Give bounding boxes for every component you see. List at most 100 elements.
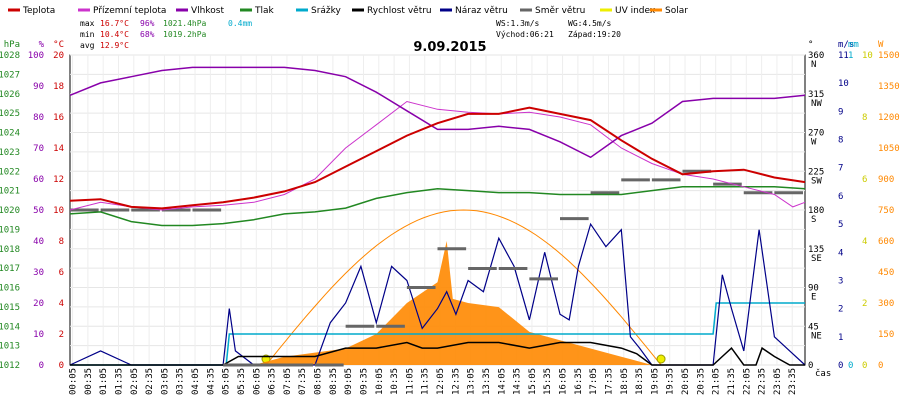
x-tick-17: 08:35 xyxy=(329,368,339,395)
dir-label-3: SW xyxy=(811,176,822,186)
left-tick-0-0: 1028 xyxy=(0,51,20,61)
x-tick-33: 16:35 xyxy=(574,368,584,395)
left-tick-1-1: 90 xyxy=(33,82,44,92)
x-axis-label: čas xyxy=(815,368,831,379)
right-axis-unit-1: m/s xyxy=(838,40,854,50)
x-tick-24: 12:05 xyxy=(436,368,446,395)
x-tick-36: 18:05 xyxy=(620,368,630,395)
legend-label-4: Srážky xyxy=(311,6,342,16)
min-hum: 68% xyxy=(140,30,155,39)
x-tick-35: 17:35 xyxy=(604,368,614,395)
legend-label-3: Tlak xyxy=(254,6,275,16)
dir-label-5: SE xyxy=(811,254,822,264)
legend-label-8: UV index xyxy=(615,6,656,16)
wg-value: WG:4.5m/s xyxy=(568,19,612,28)
left-tick-0-4: 1024 xyxy=(0,129,20,139)
x-tick-47: 23:35 xyxy=(788,368,798,395)
left-tick-0-15: 1013 xyxy=(0,342,20,352)
left-tick-0-13: 1015 xyxy=(0,303,20,313)
chart-title: 9.09.2015 xyxy=(413,40,486,55)
series-humidity xyxy=(69,66,806,159)
right-tick-1-0: 11 xyxy=(838,51,849,61)
stats: max 16.7°C 96% 1021.4hPa 0.4mm min 10.4°… xyxy=(80,19,621,50)
right-tick-1-4: 7 xyxy=(838,164,843,174)
legend-label-0: Teplota xyxy=(22,6,55,16)
x-tick-40: 20:05 xyxy=(681,368,691,395)
right-tick-4-7: 450 xyxy=(878,268,894,278)
x-tick-32: 16:05 xyxy=(559,368,569,395)
right-tick-4-8: 300 xyxy=(878,299,894,309)
left-tick-0-11: 1017 xyxy=(0,264,20,274)
right-tick-1-10: 1 xyxy=(838,333,843,343)
x-tick-14: 07:05 xyxy=(283,368,293,395)
x-tick-0: 00:05 xyxy=(69,368,79,395)
left-tick-0-16: 1012 xyxy=(0,361,20,371)
x-tick-18: 09:05 xyxy=(344,368,354,395)
right-tick-4-2: 1200 xyxy=(878,113,900,123)
max-press: 1021.4hPa xyxy=(163,19,207,28)
x-tick-21: 10:35 xyxy=(390,368,400,395)
legend-label-5: Rychlost větru xyxy=(367,6,432,16)
x-tick-1: 00:35 xyxy=(84,368,94,395)
right-tick-3-0: 10 xyxy=(862,51,873,61)
right-tick-1-9: 2 xyxy=(838,305,843,315)
avg-label: avg xyxy=(80,41,95,50)
dir-label-0: N xyxy=(811,60,816,70)
right-tick-1-2: 9 xyxy=(838,107,843,117)
right-tick-3-4: 2 xyxy=(862,299,867,309)
x-tick-27: 13:35 xyxy=(482,368,492,395)
left-axis-unit-2: °C xyxy=(53,40,64,50)
x-tick-7: 03:35 xyxy=(176,368,186,395)
right-tick-0-5: 135 xyxy=(808,245,824,255)
dir-label-4: S xyxy=(811,215,816,225)
right-tick-2-0: 1 xyxy=(848,51,853,61)
right-tick-0-2: 270 xyxy=(808,129,824,139)
left-tick-1-10: 0 xyxy=(39,361,44,371)
x-tick-43: 21:35 xyxy=(727,368,737,395)
axes: hPa1028102710261025102410231022102110201… xyxy=(0,40,900,395)
left-tick-0-12: 1016 xyxy=(0,284,20,294)
dir-label-2: W xyxy=(811,138,817,148)
left-tick-1-6: 40 xyxy=(33,237,44,247)
left-tick-0-14: 1014 xyxy=(0,322,20,332)
x-tick-25: 12:35 xyxy=(451,368,461,395)
legend-label-9: Solar xyxy=(665,6,688,16)
x-tick-5: 02:35 xyxy=(145,368,155,395)
left-tick-2-1: 18 xyxy=(53,82,64,92)
left-tick-1-3: 70 xyxy=(33,144,44,154)
max-rain: 0.4mm xyxy=(228,19,252,28)
right-tick-3-1: 8 xyxy=(862,113,867,123)
series-wind-speed xyxy=(70,341,805,366)
dir-label-6: E xyxy=(811,293,816,303)
x-tick-44: 22:05 xyxy=(742,368,752,395)
x-tick-8: 04:05 xyxy=(191,368,201,395)
right-tick-1-11: 0 xyxy=(838,361,843,371)
right-tick-1-1: 10 xyxy=(838,79,849,89)
right-tick-1-8: 3 xyxy=(838,276,843,286)
x-tick-26: 13:05 xyxy=(467,368,477,395)
right-tick-3-2: 6 xyxy=(862,175,867,185)
left-tick-2-5: 10 xyxy=(53,206,64,216)
x-tick-19: 09:35 xyxy=(359,368,369,395)
left-tick-2-3: 14 xyxy=(53,144,64,154)
x-tick-46: 23:05 xyxy=(773,368,783,395)
x-tick-15: 07:35 xyxy=(298,368,308,395)
left-tick-1-8: 20 xyxy=(33,299,44,309)
left-tick-0-2: 1026 xyxy=(0,90,20,100)
sunrise: Východ:06:21 xyxy=(496,30,554,39)
left-tick-0-6: 1022 xyxy=(0,167,20,177)
right-tick-3-5: 0 xyxy=(862,361,867,371)
x-tick-23: 11:35 xyxy=(421,368,431,395)
series-temperature xyxy=(69,106,806,210)
min-temp: 10.4°C xyxy=(100,30,129,39)
x-tick-28: 14:05 xyxy=(497,368,507,395)
right-axis-unit-4: W xyxy=(878,40,884,50)
max-temp: 16.7°C xyxy=(100,19,129,28)
x-tick-16: 08:05 xyxy=(314,368,324,395)
right-axis-unit-2: mm xyxy=(848,40,859,50)
legend-label-2: Vlhkost xyxy=(191,6,224,16)
left-tick-2-10: 0 xyxy=(59,361,64,371)
left-tick-1-7: 30 xyxy=(33,268,44,278)
min-press: 1019.2hPa xyxy=(163,30,207,39)
